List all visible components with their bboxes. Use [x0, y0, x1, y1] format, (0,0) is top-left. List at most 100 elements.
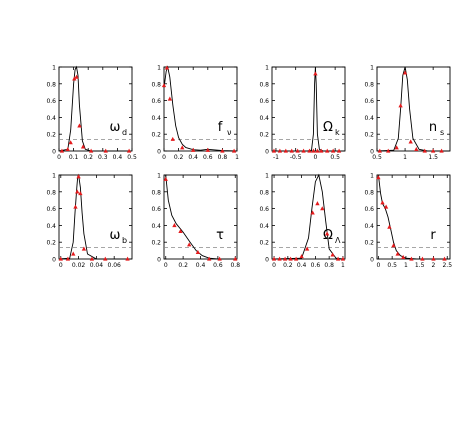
- plot-frame: [58, 66, 133, 152]
- parameter-subscript: Λ: [335, 236, 341, 245]
- data-point-marker: [439, 148, 444, 153]
- data-point-marker: [311, 148, 316, 153]
- x-tick-label: 0: [313, 154, 317, 161]
- data-point-marker: [76, 174, 81, 179]
- likelihood-curve: [272, 66, 345, 152]
- x-tick-label: 1.5: [428, 154, 438, 161]
- y-tick-label: 1: [52, 65, 56, 72]
- data-point-marker: [170, 136, 175, 141]
- data-point-marker: [289, 148, 294, 153]
- chart-panel-3: 0 0.2 0.4 0.6 0.8 1 -1 -0.5 0 0.5 Ω k: [259, 65, 346, 161]
- plot-frame: [376, 66, 451, 152]
- x-tick-label: 0.04: [90, 262, 104, 269]
- x-tick-label: 2.5: [442, 262, 452, 269]
- data-point-marker: [125, 256, 130, 261]
- likelihood-curve: [165, 174, 236, 260]
- x-tick-label: 0.5: [330, 154, 340, 161]
- y-tick-label: 0.2: [259, 240, 269, 247]
- x-tick-label: 0.6: [213, 262, 223, 269]
- x-tick-label: 2: [432, 262, 436, 269]
- data-point-marker: [324, 231, 330, 236]
- data-point-marker: [81, 246, 87, 251]
- y-tick-label: 0.6: [46, 206, 56, 213]
- data-point-marker: [377, 148, 382, 153]
- x-tick-label: 0.5: [387, 262, 397, 269]
- data-point-marker: [301, 148, 306, 153]
- data-point-marker: [217, 256, 222, 261]
- data-point-marker: [320, 206, 325, 211]
- y-tick-label: 0: [52, 149, 56, 156]
- data-point-marker: [293, 256, 299, 261]
- x-tick-label: -1: [273, 154, 279, 161]
- y-tick-label: 0.6: [46, 98, 56, 105]
- y-tick-label: 1: [157, 173, 161, 180]
- x-tick-label: 1: [235, 154, 239, 161]
- parameter-subscript: b: [122, 236, 127, 245]
- y-tick-label: 0: [265, 257, 269, 264]
- plot-frame: [271, 174, 346, 260]
- likelihood-curve: [58, 173, 132, 260]
- data-point-marker: [401, 254, 406, 259]
- data-point-marker: [74, 74, 79, 79]
- y-tick-label: 0.6: [259, 98, 269, 105]
- data-point-marker: [58, 256, 63, 261]
- data-point-marker: [331, 148, 336, 153]
- data-point-marker: [398, 103, 403, 108]
- y-tick-label: 0.6: [259, 206, 269, 213]
- likelihood-curve: [376, 66, 450, 152]
- y-tick-label: 0.8: [46, 81, 56, 88]
- x-tick-label: 0: [162, 154, 166, 161]
- chart-panel-8: 0 0.2 0.4 0.6 0.8 1 0 0.5 1 1.5 2 2.5 r: [364, 173, 452, 270]
- y-tick-label: 0.4: [364, 223, 374, 230]
- x-tick-label: 1: [404, 262, 408, 269]
- data-point-marker: [71, 251, 76, 256]
- parameter-subscript: d: [122, 128, 127, 137]
- data-point-marker: [75, 189, 80, 194]
- y-tick-label: 0.8: [364, 189, 374, 196]
- plot-frame: [271, 66, 346, 152]
- data-point-marker: [271, 148, 277, 153]
- y-tick-label: 0.6: [364, 98, 374, 105]
- data-point-marker: [315, 201, 320, 206]
- y-tick-label: 0: [157, 149, 161, 156]
- parameter-label: f: [218, 120, 223, 135]
- y-tick-label: 0.8: [364, 81, 374, 88]
- y-tick-label: 0.4: [259, 115, 269, 122]
- y-tick-label: 0.2: [151, 240, 161, 247]
- y-tick-label: 0.4: [151, 223, 161, 230]
- data-point-marker: [414, 146, 419, 151]
- data-point-marker: [231, 148, 237, 153]
- data-point-marker: [78, 191, 83, 196]
- data-point-marker: [325, 148, 330, 153]
- data-point-marker: [89, 256, 95, 261]
- data-point-marker: [420, 256, 425, 261]
- y-tick-label: 0.4: [46, 115, 56, 122]
- data-point-marker: [68, 140, 73, 145]
- y-tick-label: 0.2: [151, 132, 161, 139]
- data-point-marker: [167, 96, 172, 101]
- chart-panel-2: 0 0.2 0.4 0.6 0.8 1 0 0.2 0.4 0.6 0.8 1 f ν: [151, 65, 239, 162]
- data-point-marker: [307, 148, 312, 153]
- y-tick-label: 0.8: [259, 81, 269, 88]
- x-tick-label: 0.3: [98, 154, 108, 161]
- data-point-marker: [277, 256, 282, 261]
- chart-panel-4: 0 0.2 0.4 0.6 0.8 1 0.5 1 1.5 n s: [364, 65, 451, 161]
- parameter-label: ω: [110, 120, 121, 135]
- y-tick-label: 0.2: [259, 132, 269, 139]
- data-point-marker: [161, 83, 167, 88]
- plot-frame: [163, 66, 238, 152]
- y-tick-label: 0.2: [364, 132, 374, 139]
- x-tick-label: 0.06: [108, 262, 122, 269]
- y-tick-label: 1: [265, 65, 269, 72]
- x-tick-label: 0.02: [72, 262, 86, 269]
- y-tick-label: 0.2: [46, 240, 56, 247]
- x-tick-label: 1.5: [415, 262, 425, 269]
- data-point-marker: [391, 243, 396, 248]
- data-point-marker: [409, 256, 414, 261]
- parameter-subscript: k: [335, 128, 340, 137]
- data-point-marker: [335, 256, 341, 261]
- x-tick-label: 0.8: [324, 262, 334, 269]
- y-tick-label: 0.4: [364, 115, 374, 122]
- chart-panel-5: 0 0.2 0.4 0.6 0.8 1 0 0.02 0.04 0.06 ω b: [46, 173, 133, 269]
- y-tick-label: 0.8: [259, 189, 269, 196]
